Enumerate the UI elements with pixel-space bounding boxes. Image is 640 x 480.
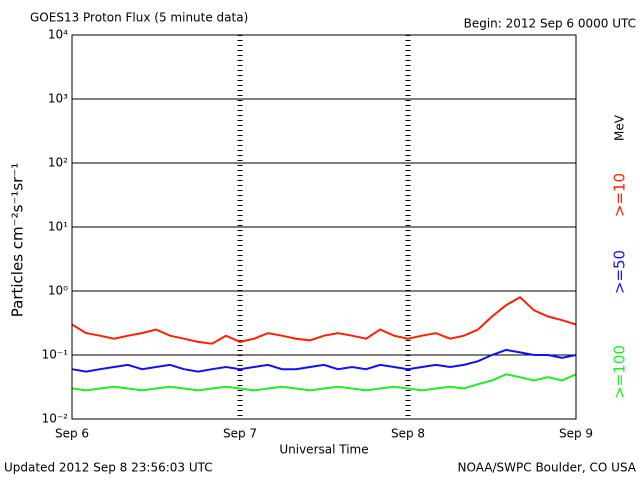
x-tick-label: Sep 6 bbox=[55, 427, 89, 441]
chart-subtitle: Begin: 2012 Sep 6 0000 UTC bbox=[464, 17, 636, 31]
legend-entry: >=10 bbox=[611, 173, 629, 217]
y-tick-label: 10¹ bbox=[48, 220, 68, 234]
y-tick-label: 10⁴ bbox=[48, 28, 68, 42]
y-tick-label: 10⁻¹ bbox=[42, 348, 69, 362]
series-line bbox=[71, 348, 577, 373]
y-tick-label: 10⁰ bbox=[48, 284, 68, 298]
x-axis-label: Universal Time bbox=[279, 443, 368, 457]
y-tick-label: 10³ bbox=[48, 92, 68, 106]
footer-right: NOAA/SWPC Boulder, CO USA bbox=[458, 461, 637, 475]
legend-unit: MeV bbox=[613, 114, 627, 141]
chart-title: GOES13 Proton Flux (5 minute data) bbox=[30, 11, 248, 25]
series-line bbox=[71, 295, 577, 345]
footer-left: Updated 2012 Sep 8 23:56:03 UTC bbox=[4, 461, 213, 475]
series-line bbox=[71, 373, 577, 392]
x-tick-label: Sep 7 bbox=[223, 427, 257, 441]
y-tick-label: 10⁻² bbox=[42, 412, 69, 426]
plot-frame bbox=[71, 34, 577, 420]
x-tick-label: Sep 8 bbox=[391, 427, 425, 441]
legend-entry: >=50 bbox=[611, 250, 629, 294]
y-axis-label: Particles cm⁻²s⁻¹sr⁻¹ bbox=[9, 163, 27, 317]
y-tick-label: 10² bbox=[48, 156, 68, 170]
legend-entry: >=100 bbox=[611, 345, 629, 399]
x-tick-label: Sep 9 bbox=[559, 427, 593, 441]
